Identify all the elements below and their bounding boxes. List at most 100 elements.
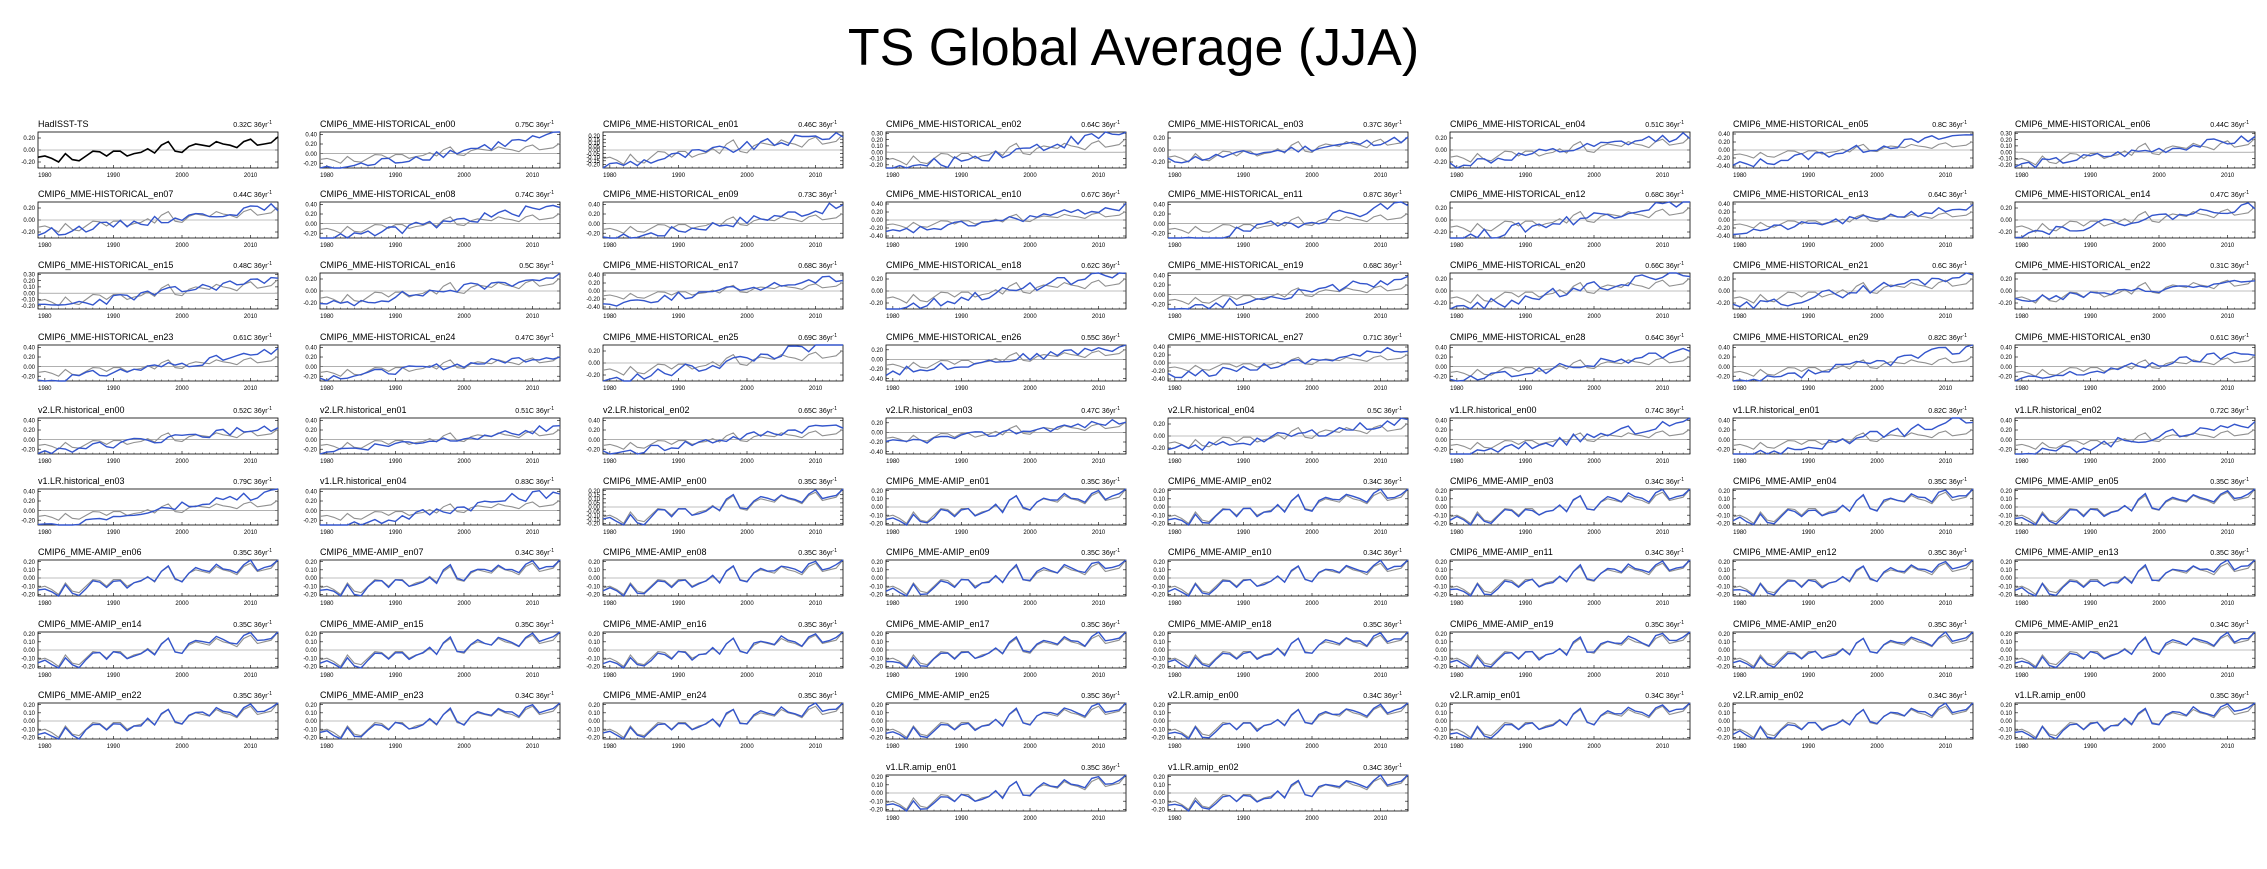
x-tick-label: 1990 [1802, 601, 1816, 607]
model-line [1733, 417, 1974, 455]
panel-title: CMIP6_MME-HISTORICAL_en12 [1450, 189, 1585, 199]
x-tick-label: 1980 [2015, 386, 2029, 392]
y-tick-label: -0.40 [869, 450, 883, 456]
panel-trend: 0.35C 36yr-1 [233, 691, 272, 700]
y-tick-label: 0.20 [871, 421, 883, 427]
y-tick-label: -0.10 [1151, 584, 1165, 590]
panel: v1.LR.historical_en02 0.72C 36yr-1 0.40 0.2… [1998, 405, 2256, 465]
y-tick-label: -0.10 [303, 727, 317, 733]
panel: CMIP6_MME-HISTORICAL_en24 0.47C 36yr-1 0.4… [303, 332, 561, 392]
y-tick-label: 0.00 [1153, 222, 1165, 228]
panel-trend: 0.34C 36yr-1 [1363, 691, 1402, 700]
obs-overlay-line [319, 428, 561, 450]
panel-trend: 0.47C 36yr-1 [2210, 190, 2249, 199]
y-tick-label: 0.20 [1718, 632, 1730, 638]
panel-title: CMIP6_MME-HISTORICAL_en21 [1733, 260, 1868, 270]
panel: CMIP6_MME-HISTORICAL_en05 0.8C 36yr-1 0.40… [1716, 119, 1974, 179]
y-tick-label: -0.10 [1433, 513, 1447, 519]
panel-title: v2.LR.historical_en03 [886, 405, 973, 415]
x-tick-label: 2000 [175, 744, 189, 750]
x-tick-label: 2010 [244, 530, 258, 536]
model-line [319, 131, 561, 169]
panel-title: CMIP6_MME-AMIP_en23 [320, 690, 424, 700]
y-tick-label: -0.20 [1716, 374, 1730, 380]
y-tick-label: -0.20 [1151, 446, 1165, 452]
x-tick-label: 2010 [1939, 601, 1953, 607]
panel-title: CMIP6_MME-AMIP_en11 [1450, 547, 1553, 557]
x-tick-label: 2010 [1092, 173, 1106, 179]
plot-frame [1449, 344, 1691, 382]
y-tick-label: -0.20 [869, 808, 883, 814]
panel-trend: 0.71C 36yr-1 [1363, 333, 1402, 342]
panel-trend: 0.82C 36yr-1 [1928, 333, 1967, 342]
y-tick-label: -0.20 [1151, 665, 1165, 671]
panel-title: CMIP6_MME-AMIP_en08 [603, 547, 707, 557]
x-tick-label: 2010 [2221, 243, 2235, 249]
panel-trend: 0.35C 36yr-1 [1363, 620, 1402, 629]
y-tick-label: 0.00 [23, 291, 35, 297]
y-tick-label: 0.20 [871, 489, 883, 495]
y-tick-label: 0.00 [588, 576, 600, 582]
y-tick-label: 0.20 [1153, 775, 1165, 781]
x-tick-label: 2000 [1870, 459, 1884, 465]
panel-trend: 0.35C 36yr-1 [1645, 620, 1684, 629]
x-tick-label: 1990 [955, 816, 969, 822]
panel-title: CMIP6_MME-HISTORICAL_en28 [1450, 332, 1585, 342]
panel-title: CMIP6_MME-HISTORICAL_en30 [2015, 332, 2150, 342]
plot-frame [885, 131, 1127, 169]
panel: CMIP6_MME-HISTORICAL_en22 0.31C 36yr-1 0.2… [1998, 260, 2256, 320]
y-tick-label: 0.00 [305, 719, 317, 725]
panel-trend: 0.48C 36yr-1 [233, 261, 272, 270]
x-tick-label: 2000 [2152, 459, 2166, 465]
panel: CMIP6_MME-AMIP_en21 0.34C 36yr-1 0.20 0.10 0… [1998, 619, 2256, 679]
x-tick-label: 2010 [809, 386, 823, 392]
y-tick-label: 0.00 [23, 148, 35, 154]
y-tick-label: -0.05 [586, 152, 600, 158]
model-line [885, 631, 1127, 670]
y-tick-label: -0.20 [1433, 522, 1447, 528]
y-tick-label: -0.20 [586, 163, 600, 169]
y-tick-label: 0.20 [588, 703, 600, 709]
y-tick-label: -0.20 [869, 522, 883, 528]
panel-title: v1.LR.historical_en03 [38, 476, 125, 486]
panel: CMIP6_MME-HISTORICAL_en17 0.68C 36yr-1 0.4… [586, 260, 844, 320]
y-tick-label: 0.00 [871, 576, 883, 582]
x-tick-label: 1990 [1802, 744, 1816, 750]
y-tick-label: 0.20 [23, 206, 35, 212]
panel-title: CMIP6_MME-HISTORICAL_en24 [320, 332, 455, 342]
panel: v1.LR.historical_en03 0.79C 36yr-1 0.40 0.2… [21, 476, 279, 536]
y-tick-label: -0.20 [303, 736, 317, 742]
y-tick-label: 0.10 [1153, 711, 1165, 717]
y-tick-label: 0.40 [1153, 274, 1165, 280]
x-tick-label: 2000 [740, 243, 754, 249]
panel-title: v2.LR.historical_en01 [320, 405, 407, 415]
x-tick-label: 2010 [1656, 243, 1670, 249]
x-tick-label: 1990 [107, 601, 121, 607]
y-tick-label: 0.00 [2000, 218, 2012, 224]
y-tick-label: -0.20 [586, 593, 600, 599]
panel: v2.LR.amip_en01 0.34C 36yr-1 0.20 0.10 0.00 -… [1433, 690, 1691, 750]
panel-title: CMIP6_MME-HISTORICAL_en16 [320, 260, 455, 270]
model-line [602, 559, 844, 598]
x-tick-label: 1980 [603, 314, 617, 320]
plot-frame [602, 417, 844, 455]
model-line [1732, 344, 1974, 382]
x-tick-label: 2010 [1374, 386, 1388, 392]
x-tick-label: 1980 [1733, 530, 1747, 536]
plot-frame [37, 488, 279, 526]
model-line [602, 344, 843, 382]
y-tick-label: 0.00 [871, 289, 883, 295]
obs-overlay-line [2014, 137, 2256, 166]
x-tick-label: 1990 [389, 530, 403, 536]
y-tick-label: -0.20 [1716, 156, 1730, 162]
panel: CMIP6_MME-AMIP_en19 0.35C 36yr-1 0.20 0.10 0… [1433, 619, 1691, 679]
panel-trend: 0.79C 36yr-1 [233, 477, 272, 486]
y-tick-label: 0.00 [1435, 505, 1447, 511]
x-tick-label: 2000 [2152, 386, 2166, 392]
y-tick-label: 0.20 [23, 560, 35, 566]
y-tick-label: -0.40 [1716, 164, 1730, 170]
y-tick-label: 0.00 [1718, 576, 1730, 582]
y-tick-label: -0.40 [586, 305, 600, 311]
model-line [885, 488, 1127, 526]
x-tick-label: 1990 [2084, 459, 2098, 465]
